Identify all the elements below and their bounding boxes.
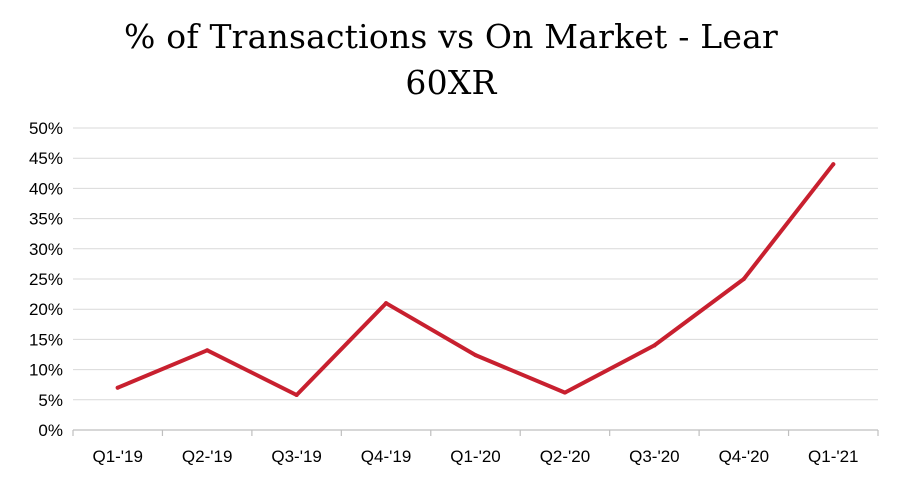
data-point xyxy=(205,348,210,353)
x-tick-label: Q2-'19 xyxy=(182,447,233,466)
data-point xyxy=(473,353,478,358)
y-tick-label: 35% xyxy=(29,210,63,229)
x-tick-label: Q1-'20 xyxy=(450,447,501,466)
y-tick-label: 15% xyxy=(29,330,63,349)
y-tick-label: 10% xyxy=(29,361,63,380)
y-tick-label: 40% xyxy=(29,179,63,198)
y-tick-label: 0% xyxy=(38,421,63,440)
x-tick-label: Q4-'19 xyxy=(361,447,412,466)
x-tick-label: Q2-'20 xyxy=(540,447,591,466)
data-point xyxy=(562,390,567,395)
y-tick-label: 30% xyxy=(29,240,63,259)
chart-title-line-1: % of Transactions vs On Market - Lear xyxy=(124,17,778,56)
y-tick-label: 20% xyxy=(29,300,63,319)
data-point xyxy=(115,385,120,390)
chart-title-line-2: 60XR xyxy=(405,63,497,102)
x-tick-label: Q3-'20 xyxy=(629,447,680,466)
y-tick-label: 25% xyxy=(29,270,63,289)
x-tick-label: Q4-'20 xyxy=(719,447,770,466)
y-tick-label: 45% xyxy=(29,149,63,168)
data-point xyxy=(652,343,657,348)
x-tick-label: Q3-'19 xyxy=(271,447,322,466)
data-point xyxy=(294,392,299,397)
y-tick-label: 5% xyxy=(38,391,63,410)
data-point xyxy=(741,277,746,281)
data-point xyxy=(384,301,389,306)
y-tick-label: 50% xyxy=(29,119,63,138)
data-point xyxy=(831,162,836,167)
series-line xyxy=(115,162,836,397)
x-tick-label: Q1-'21 xyxy=(808,447,859,466)
chart-title: % of Transactions vs On Market - Lear 60… xyxy=(0,14,902,106)
x-tick-label: Q1-'19 xyxy=(92,447,143,466)
